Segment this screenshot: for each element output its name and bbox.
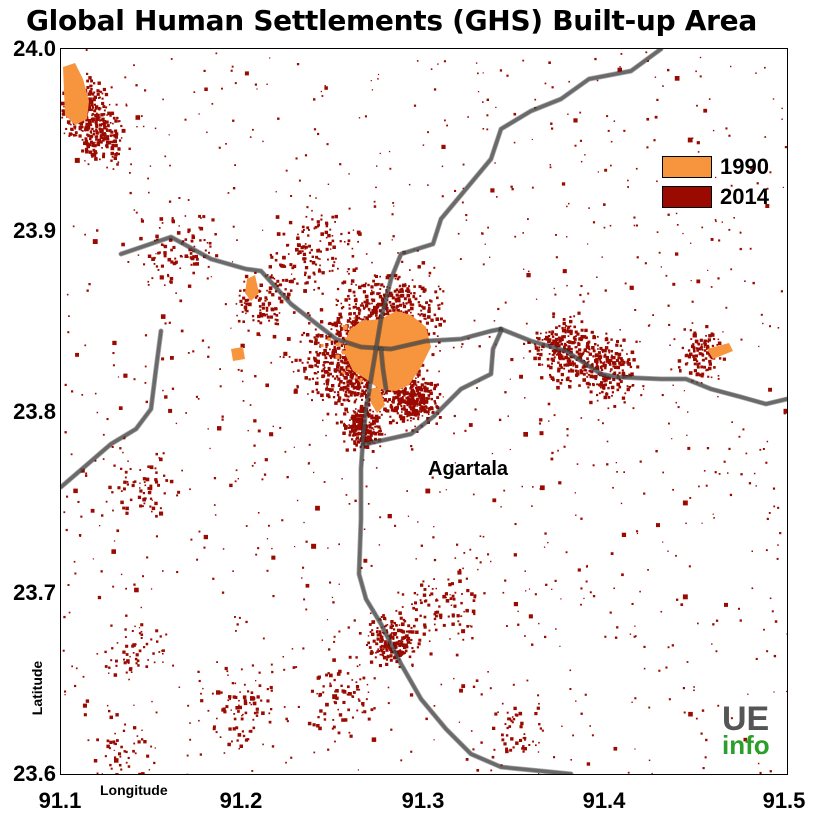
road-line <box>119 235 503 351</box>
road-line <box>61 329 163 489</box>
legend-swatch-1990 <box>662 156 712 178</box>
map-title: Global Human Settlements (GHS) Built-up … <box>26 4 757 37</box>
x-tick-91-5: 91.5 <box>762 788 806 813</box>
map-canvas <box>61 49 787 774</box>
city-label-agartala: Agartala <box>428 458 509 480</box>
x-tick-91-2: 91.2 <box>219 788 263 813</box>
road-line <box>379 347 388 391</box>
legend-label-1990: 1990 <box>720 154 769 179</box>
x-tick-91-1: 91.1 <box>38 788 82 813</box>
legend-item-1990: 1990 <box>662 152 769 182</box>
road-line <box>499 327 787 406</box>
x-tick-91-3: 91.3 <box>401 788 445 813</box>
road-line <box>364 329 503 446</box>
legend-item-2014: 2014 <box>662 182 769 212</box>
x-tick-91-4: 91.4 <box>582 788 626 813</box>
logo-info-text: info <box>722 730 770 760</box>
legend: 1990 2014 <box>662 152 769 212</box>
x-axis-label: Longitude <box>100 782 168 798</box>
road-network <box>61 49 787 774</box>
y-tick-23-7: 23.7 <box>13 580 56 605</box>
built-up-1990-layer <box>63 63 733 413</box>
legend-label-2014: 2014 <box>720 184 769 209</box>
y-axis-label: Latitude <box>29 660 46 716</box>
y-tick-23-9: 23.9 <box>13 218 56 243</box>
ue-info-logo: UE info <box>722 702 782 758</box>
logo-ue-text: UE <box>722 700 770 738</box>
legend-swatch-2014 <box>662 186 712 208</box>
road-line <box>357 49 663 774</box>
y-tick-24-0: 24.0 <box>13 36 56 61</box>
y-tick-23-8: 23.8 <box>13 399 56 424</box>
y-tick-23-6: 23.6 <box>13 761 56 786</box>
